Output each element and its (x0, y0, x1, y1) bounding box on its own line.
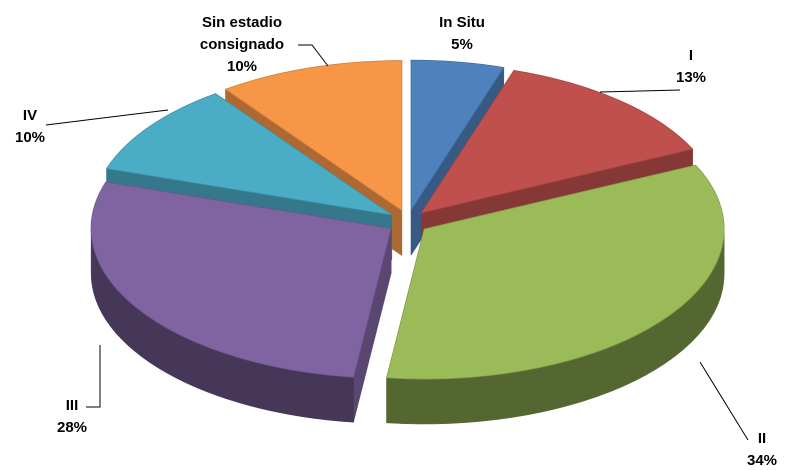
slice (90, 181, 392, 378)
slice (420, 69, 694, 214)
leader-line (86, 345, 101, 408)
slice (386, 164, 725, 380)
percent-label: 34% (746, 452, 778, 469)
leader-line (699, 361, 749, 441)
category-label: In Situ (439, 14, 485, 31)
data-label: I 13% (661, 45, 721, 89)
slice (105, 93, 393, 216)
slice (410, 59, 505, 212)
leader-line (298, 44, 329, 67)
category-label: II (757, 430, 767, 447)
percent-label: 28% (56, 419, 88, 436)
data-label: II 34% (732, 428, 791, 470)
slice (90, 181, 392, 423)
data-label: III 28% (42, 395, 102, 439)
category-label: I (688, 47, 694, 64)
slice (386, 164, 725, 425)
category-label: IV (22, 107, 38, 124)
data-label: Sin estadio consignado 10% (182, 12, 302, 78)
percent-label: 10% (226, 58, 258, 75)
leader-line (45, 109, 169, 126)
data-label: IV 10% (0, 105, 60, 149)
percent-label: 5% (451, 36, 473, 53)
slice (224, 60, 403, 212)
percent-label: 10% (14, 129, 46, 146)
percent-label: 13% (675, 69, 707, 86)
leader-line (599, 89, 681, 93)
category-label: Sin estadio consignado (199, 14, 285, 53)
data-label: In Situ 5% (422, 12, 502, 56)
category-label: III (65, 397, 79, 414)
